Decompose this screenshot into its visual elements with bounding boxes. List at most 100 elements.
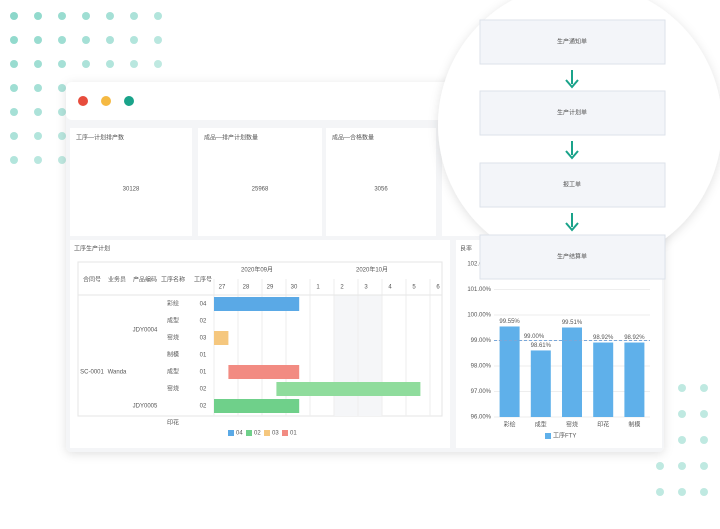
process-code: 01 bbox=[200, 370, 207, 376]
dot bbox=[656, 488, 664, 496]
dot bbox=[58, 108, 66, 116]
dot bbox=[58, 156, 66, 164]
gantt-day: 4 bbox=[388, 285, 392, 291]
x-tick-label: 彩绘 bbox=[504, 421, 516, 429]
legend-label: 01 bbox=[290, 431, 297, 437]
process-code: 01 bbox=[200, 353, 207, 359]
gantt-day: 2 bbox=[340, 285, 344, 291]
dot bbox=[678, 488, 686, 496]
dot bbox=[106, 60, 114, 68]
value-label: 99.55% bbox=[499, 319, 520, 325]
legend-label: 工序FTY bbox=[553, 432, 576, 440]
dot bbox=[700, 462, 708, 470]
process-name: 制模 bbox=[167, 351, 179, 359]
dot bbox=[82, 36, 90, 44]
dot bbox=[58, 60, 66, 68]
y-tick-label: 101.00% bbox=[467, 287, 491, 293]
process-name: 成型 bbox=[167, 368, 179, 376]
gantt-day: 28 bbox=[243, 285, 250, 291]
gantt-column: 合同号 bbox=[83, 276, 101, 284]
kpi-card bbox=[198, 128, 322, 236]
y-tick-label: 100.00% bbox=[467, 313, 491, 319]
value-label: 99.51% bbox=[562, 320, 583, 326]
legend-label: 04 bbox=[236, 431, 243, 437]
gantt-bar bbox=[214, 399, 300, 413]
flow-step-label: 生产通知单 bbox=[557, 38, 587, 46]
kpi-value: 3056 bbox=[374, 187, 388, 193]
flow-arrowhead bbox=[565, 150, 579, 160]
bar bbox=[530, 350, 551, 417]
gantt-bar bbox=[276, 382, 421, 396]
legend-swatch bbox=[264, 430, 270, 436]
gantt-day: 1 bbox=[316, 285, 320, 291]
legend-swatch bbox=[246, 430, 252, 436]
gantt-day: 30 bbox=[291, 285, 298, 291]
flow-step bbox=[479, 90, 666, 136]
gantt-column: 业务员 bbox=[108, 276, 126, 284]
dot bbox=[34, 84, 42, 92]
dot bbox=[34, 156, 42, 164]
bar bbox=[593, 342, 614, 417]
dot bbox=[106, 36, 114, 44]
dot bbox=[700, 488, 708, 496]
dot bbox=[130, 60, 138, 68]
y-tick-label: 98.00% bbox=[471, 364, 492, 370]
dot bbox=[34, 60, 42, 68]
process-name: 印花 bbox=[167, 419, 179, 427]
dot bbox=[34, 36, 42, 44]
dot bbox=[34, 108, 42, 116]
dot bbox=[58, 132, 66, 140]
y-tick-label: 97.00% bbox=[471, 389, 492, 395]
kpi-label: 成品—合格数量 bbox=[332, 134, 374, 142]
value-label: 98.92% bbox=[624, 335, 645, 341]
dot bbox=[678, 384, 686, 392]
process-code: 04 bbox=[200, 302, 207, 308]
dot bbox=[34, 12, 42, 20]
dot bbox=[10, 60, 18, 68]
legend-swatch bbox=[545, 433, 551, 439]
dot bbox=[700, 436, 708, 444]
legend-swatch bbox=[228, 430, 234, 436]
process-name: 窑烧 bbox=[167, 385, 179, 393]
gantt-day: 29 bbox=[267, 285, 274, 291]
chart-title: 良率 bbox=[460, 245, 472, 253]
flow-step bbox=[479, 162, 666, 208]
dot bbox=[58, 12, 66, 20]
decoration bbox=[10, 12, 708, 496]
product-code: JDY0005 bbox=[133, 404, 158, 410]
dot bbox=[678, 462, 686, 470]
flow-step-label: 生产结算单 bbox=[557, 253, 587, 261]
flow-arrowhead bbox=[565, 222, 579, 232]
dot bbox=[106, 12, 114, 20]
dot bbox=[154, 60, 162, 68]
dot bbox=[130, 12, 138, 20]
dot bbox=[656, 462, 664, 470]
bar bbox=[624, 342, 645, 417]
flow-step-label: 生产计划单 bbox=[557, 109, 587, 117]
gantt-month: 2020年10月 bbox=[356, 266, 388, 274]
window-dot bbox=[101, 96, 111, 106]
dot bbox=[82, 12, 90, 20]
contract: SC-0001 bbox=[80, 370, 104, 376]
process-code: 03 bbox=[200, 336, 207, 342]
process-code: 02 bbox=[200, 319, 207, 325]
dot bbox=[10, 156, 18, 164]
dot bbox=[700, 384, 708, 392]
gantt-day: 3 bbox=[364, 285, 368, 291]
gantt-day: 6 bbox=[436, 285, 440, 291]
dot bbox=[10, 36, 18, 44]
process-code: 02 bbox=[200, 387, 207, 393]
dot bbox=[58, 84, 66, 92]
bar bbox=[499, 326, 520, 417]
gantt-bar bbox=[228, 365, 300, 379]
gantt-month: 2020年09月 bbox=[241, 266, 273, 274]
kpi-value: 25968 bbox=[252, 187, 269, 193]
kpi-card bbox=[70, 128, 192, 236]
dot bbox=[10, 132, 18, 140]
gantt-bar bbox=[214, 331, 229, 345]
legend-label: 03 bbox=[272, 431, 279, 437]
value-label: 98.61% bbox=[531, 343, 552, 349]
dot bbox=[34, 132, 42, 140]
dot bbox=[10, 108, 18, 116]
